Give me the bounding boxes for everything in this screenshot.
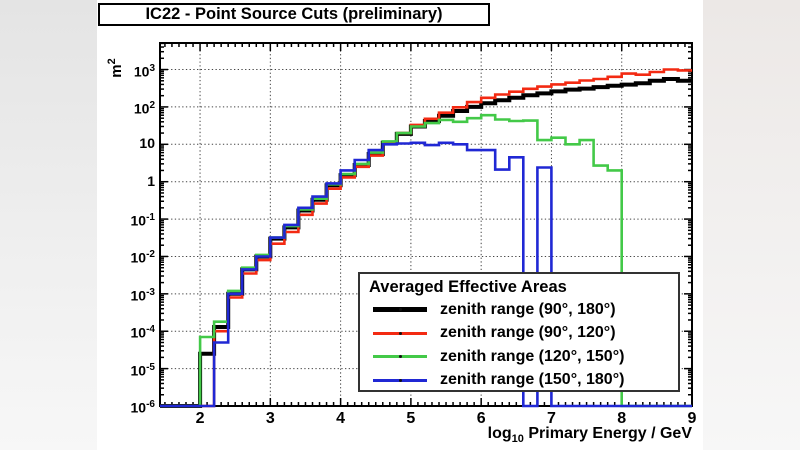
plot-frame [159,42,693,407]
legend-marker-dot [398,308,402,312]
x-tick-label: 9 [687,410,697,427]
y-tick-label: 10-6 [130,399,155,416]
legend-marker-dot [398,355,402,359]
legend-entry: zenith range (150°, 180°) [360,369,678,393]
y-tick-label: 10-2 [130,249,155,267]
plot-canvas: IC22 - Point Source Cuts (preliminary) m… [97,0,703,450]
series-line-zenith-range-150-180- [160,141,692,408]
legend-entry: zenith range (90°, 180°) [360,298,678,322]
legend-line-marker [373,355,427,359]
plot-area [159,42,693,408]
y-tick-label: 10-1 [130,212,155,229]
chart-title-box: IC22 - Point Source Cuts (preliminary) [98,3,490,26]
x-tick-label: 2 [195,410,205,427]
legend: Averaged Effective Areas zenith range (9… [358,272,680,392]
legend-rows: zenith range (90°, 180°) zenith range (90… [360,298,678,392]
legend-entry-label: zenith range (120°, 150°) [440,347,625,365]
background-left-strip [0,0,97,450]
y-tick-label: 10-4 [130,324,155,341]
y-tick-label: 10-3 [130,286,155,304]
legend-entry: zenith range (90°, 120°) [360,322,678,346]
legend-line-marker [373,307,427,313]
legend-entry-label: zenith range (150°, 180°) [440,371,625,389]
y-tick-label: 10 [139,135,155,152]
x-axis-title: log10 Primary Energy / GeV [487,425,692,446]
x-tick-label: 8 [617,410,627,427]
y-tick-label: 103 [133,62,155,80]
chart-title: IC22 - Point Source Cuts (preliminary) [145,5,443,23]
legend-title: Averaged Effective Areas [369,278,567,296]
x-tick-label: 4 [336,410,346,427]
legend-entry-label: zenith range (90°, 120°) [440,324,616,342]
legend-line-marker [373,331,427,335]
legend-line-marker [373,378,427,382]
y-tick-label: 1 [147,172,155,189]
x-tick-label: 6 [476,410,486,427]
y-tick-label: 10-5 [130,361,155,379]
x-tick-label: 3 [265,410,275,427]
legend-marker-dot [398,331,402,335]
x-tick-label: 7 [546,410,556,427]
y-tick-label: 102 [133,99,155,117]
x-tick-label: 5 [406,410,416,427]
legend-entry: zenith range (120°, 150°) [360,345,678,369]
series-line-zenith-range-90-120- [160,68,692,408]
legend-entry-label: zenith range (90°, 180°) [440,300,616,318]
legend-marker-dot [398,378,402,382]
background-right-strip [703,0,800,450]
